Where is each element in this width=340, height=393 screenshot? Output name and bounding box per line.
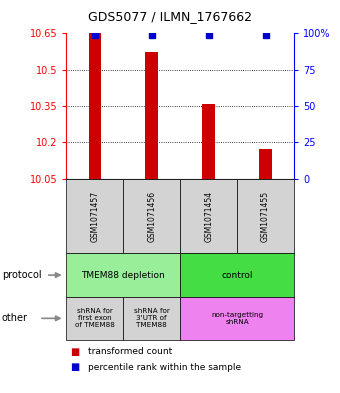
Bar xyxy=(146,51,158,179)
Text: ■: ■ xyxy=(70,347,79,357)
Text: ■: ■ xyxy=(70,362,79,373)
Text: non-targetting
shRNA: non-targetting shRNA xyxy=(211,312,263,325)
Text: control: control xyxy=(221,271,253,279)
Text: GSM1071457: GSM1071457 xyxy=(90,191,99,242)
Bar xyxy=(259,149,272,179)
Text: GSM1071456: GSM1071456 xyxy=(147,191,156,242)
Text: GDS5077 / ILMN_1767662: GDS5077 / ILMN_1767662 xyxy=(88,10,252,23)
Text: shRNA for
3'UTR of
TMEM88: shRNA for 3'UTR of TMEM88 xyxy=(134,309,170,328)
Text: TMEM88 depletion: TMEM88 depletion xyxy=(81,271,165,279)
Text: GSM1071454: GSM1071454 xyxy=(204,191,213,242)
Text: shRNA for
first exon
of TMEM88: shRNA for first exon of TMEM88 xyxy=(75,309,115,328)
Bar xyxy=(88,33,101,179)
Text: percentile rank within the sample: percentile rank within the sample xyxy=(88,363,241,372)
Text: GSM1071455: GSM1071455 xyxy=(261,191,270,242)
Bar xyxy=(202,104,215,179)
Text: other: other xyxy=(2,313,28,323)
Text: transformed count: transformed count xyxy=(88,347,173,356)
Text: protocol: protocol xyxy=(2,270,41,280)
